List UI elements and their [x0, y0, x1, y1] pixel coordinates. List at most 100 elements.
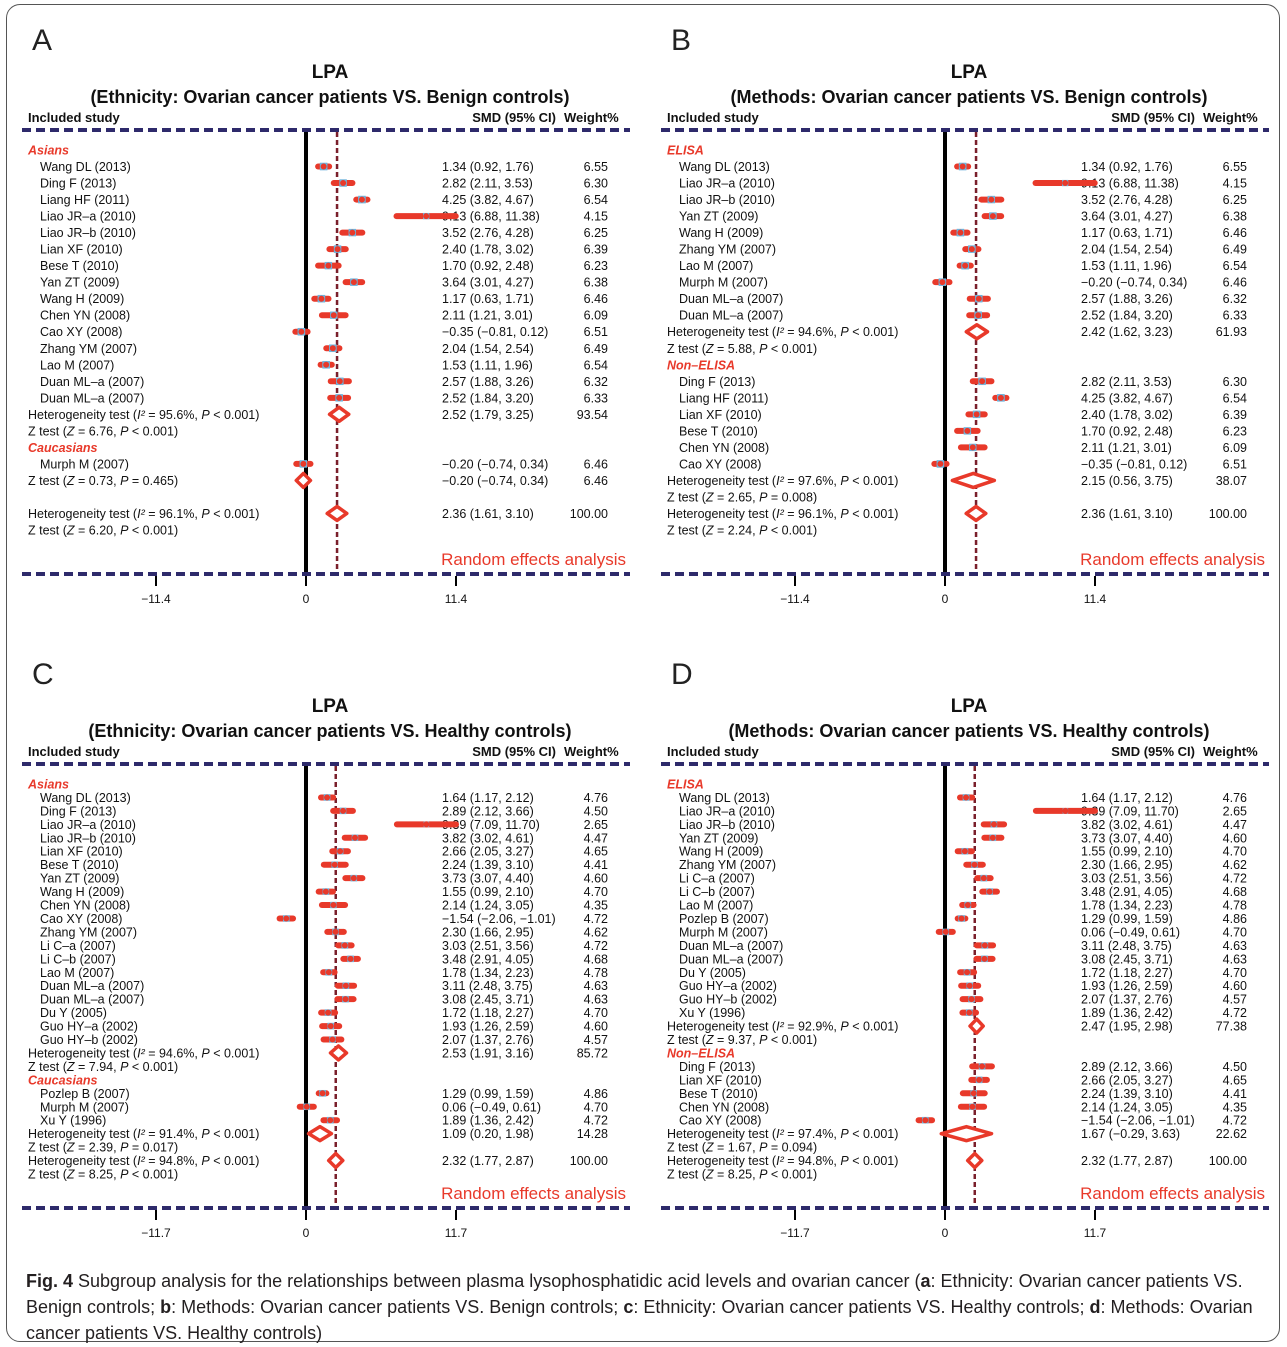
study-label: Duan ML–a (2007) [40, 993, 144, 1007]
point-estimate [319, 1090, 326, 1097]
study-label: Pozlep B (2007) [40, 1087, 130, 1101]
study-label: Wang DL (2013) [40, 160, 131, 174]
caption-text-c: : Ethnicity: Ovarian cancer patients VS.… [633, 1297, 1090, 1317]
column-header-study: Included study [28, 744, 121, 759]
heterogeneity-label: Heterogeneity test (I² = 97.4%, P < 0.00… [667, 1127, 898, 1141]
summary-diamond [306, 1124, 334, 1143]
study-label: Lian XF (2010) [40, 243, 123, 257]
smd-ci-label: 0.06 (−0.49, 0.61) [1081, 925, 1180, 939]
smd-ci-label: 9.39 (7.09, 11.70) [1081, 804, 1179, 818]
column-header-weight: Weight% [564, 744, 619, 759]
study-label: Duan ML–a (2007) [40, 391, 144, 405]
point-estimate [990, 821, 997, 828]
study-label: Chen YN (2008) [679, 1100, 769, 1114]
point-estimate [349, 229, 356, 236]
heterogeneity-label: Heterogeneity test (I² = 94.8%, P < 0.00… [28, 1154, 259, 1168]
weight-label: 6.32 [584, 375, 608, 389]
x-tick-label: 0 [303, 592, 310, 606]
smd-ci-label: 2.24 (1.39, 3.10) [1081, 1087, 1173, 1101]
smd-ci-label: 2.07 (1.37, 2.76) [1081, 993, 1173, 1007]
study-label: Chen YN (2008) [679, 441, 769, 455]
point-estimate [350, 875, 357, 882]
smd-ci-label: 1.29 (0.99, 1.59) [442, 1087, 534, 1101]
study-label: Murph M (2007) [679, 925, 768, 939]
smd-ci-label: 9.39 (7.09, 11.70) [442, 818, 540, 832]
weight-label: 6.51 [584, 325, 608, 339]
smd-ci-label: 2.04 (1.54, 2.54) [1081, 243, 1173, 257]
point-estimate [329, 345, 336, 352]
point-estimate [964, 427, 971, 434]
study-label: Liang HF (2011) [40, 193, 129, 207]
heterogeneity-label: Z test (Z = 0.73, P = 0.465) [28, 474, 178, 488]
weight-label: 4.62 [1223, 858, 1247, 872]
weight-label: 4.62 [584, 925, 608, 939]
study-label: Wang H (2009) [679, 845, 763, 859]
weight-label: 6.51 [1223, 457, 1247, 471]
smd-ci-label: 1.93 (1.26, 2.59) [1081, 979, 1173, 993]
point-estimate [922, 1117, 929, 1124]
point-estimate [986, 888, 993, 895]
weight-label: 6.39 [1223, 408, 1247, 422]
smd-ci-label: 2.14 (1.24, 3.05) [1081, 1100, 1173, 1114]
weight-label: 4.57 [1223, 993, 1247, 1007]
point-estimate [975, 295, 982, 302]
point-estimate [342, 982, 349, 989]
study-label: Guo HY–b (2002) [679, 993, 777, 1007]
weight-label: 4.86 [584, 1087, 608, 1101]
summary-diamond [968, 1017, 985, 1035]
study-label: Liao JR–b (2010) [679, 193, 775, 207]
forest-plot-a: A LPA (Ethnicity: Ovarian cancer patients … [22, 24, 630, 606]
smd-ci-label: 2.32 (1.77, 2.87) [1081, 1154, 1173, 1168]
point-estimate [358, 196, 365, 203]
study-label: Wang DL (2013) [40, 791, 131, 805]
study-label: Yan ZT (2009) [679, 210, 758, 224]
x-tick-label: 0 [303, 1226, 310, 1240]
weight-label: 4.63 [584, 979, 608, 993]
weight-label: 6.54 [584, 193, 608, 207]
study-label: Zhang YM (2007) [40, 925, 137, 939]
weight-label: 4.63 [584, 993, 608, 1007]
heterogeneity-label: Heterogeneity test (I² = 92.9%, P < 0.00… [667, 1020, 898, 1034]
weight-label: 4.72 [584, 939, 608, 953]
smd-ci-label: 2.30 (1.66, 2.95) [1081, 858, 1173, 872]
smd-ci-label: 3.82 (3.02, 4.61) [1081, 818, 1173, 832]
weight-label: 4.72 [1223, 872, 1247, 886]
point-estimate [325, 1009, 332, 1016]
smd-ci-label: 2.57 (1.88, 3.26) [442, 375, 534, 389]
study-label: Du Y (2005) [679, 966, 746, 980]
point-estimate [966, 982, 973, 989]
smd-ci-label: 9.13 (6.88, 11.38) [442, 210, 540, 224]
smd-ci-label: 1.64 (1.17, 2.12) [1081, 791, 1173, 805]
smd-ci-label: 2.11 (1.21, 3.01) [442, 309, 533, 323]
study-label: Zhang YM (2007) [679, 243, 776, 257]
weight-label: 6.55 [584, 160, 608, 174]
forest-plot-c: C LPA (Ethnicity: Ovarian cancer patients … [22, 658, 630, 1240]
weight-label: 100.00 [570, 507, 608, 521]
weight-label: 6.46 [584, 292, 608, 306]
point-estimate [968, 246, 975, 253]
point-estimate [300, 460, 307, 467]
heterogeneity-label: Heterogeneity test (I² = 94.8%, P < 0.00… [667, 1154, 898, 1168]
weight-label: 61.93 [1216, 325, 1247, 339]
weight-label: 4.41 [1223, 1087, 1247, 1101]
study-label: Li C–b (2007) [40, 952, 116, 966]
summary-diamond [325, 504, 349, 523]
weight-label: 6.30 [1223, 375, 1247, 389]
subgroup-label: Non–ELISA [667, 1046, 735, 1060]
study-label: Guo HY–b (2002) [40, 1033, 138, 1047]
weight-label: 6.55 [1223, 160, 1247, 174]
smd-ci-label: −0.20 (−0.74, 0.34) [442, 457, 548, 471]
study-label: Cao XY (2008) [40, 325, 122, 339]
forest-plot-d: D LPA (Methods: Ovarian cancer patients VS… [661, 658, 1269, 1240]
weight-label: 85.72 [577, 1046, 608, 1060]
caption-text-d: : Methods: Ovarian cancer patients VS. H… [26, 1297, 1253, 1343]
weight-label: 6.46 [584, 474, 608, 488]
point-estimate [981, 955, 988, 962]
point-estimate [957, 229, 964, 236]
z-test-label: Z test (Z = 8.25, P < 0.001) [667, 1168, 817, 1182]
panel-letter: B [671, 24, 691, 57]
smd-ci-label: 1.53 (1.11, 1.96) [442, 358, 533, 372]
point-estimate [989, 834, 996, 841]
study-label: Chen YN (2008) [40, 309, 130, 323]
study-label: Guo HY–a (2002) [679, 979, 777, 993]
